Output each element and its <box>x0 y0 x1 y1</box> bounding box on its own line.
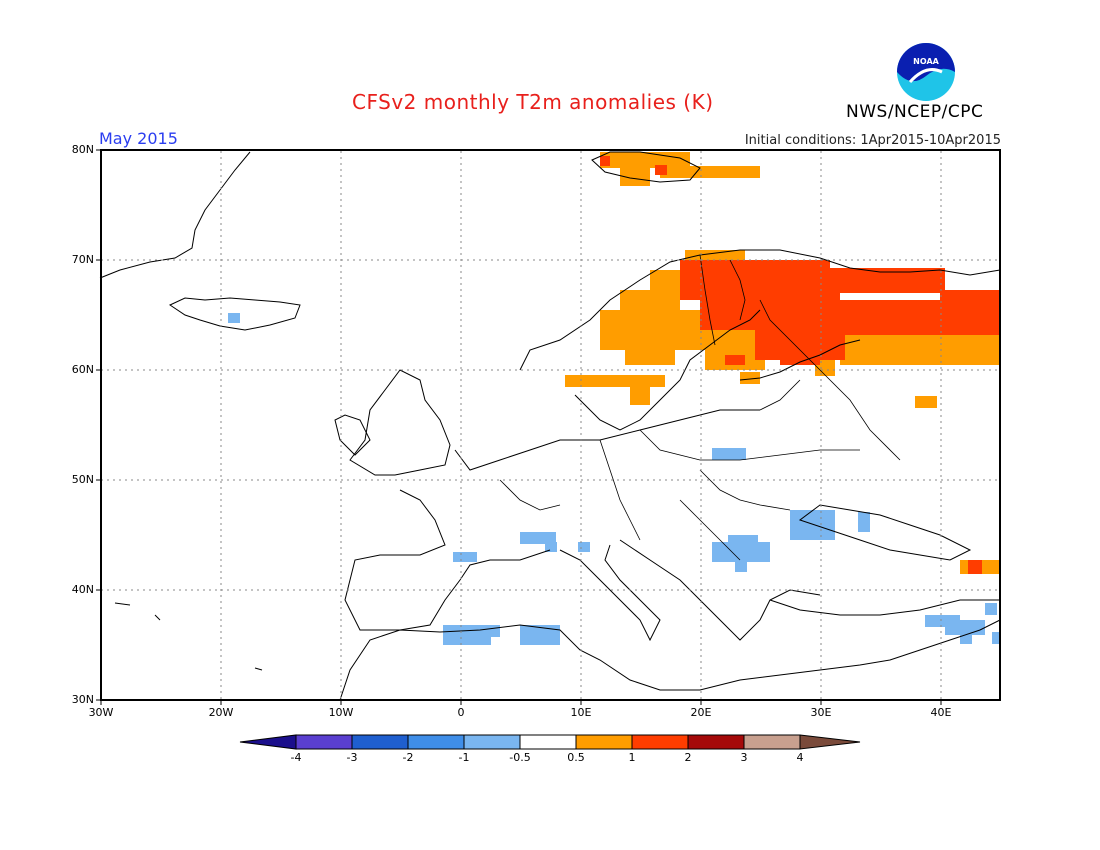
lat-label-50n: 50N <box>71 473 94 486</box>
colorbar-segment-5 <box>519 734 577 750</box>
lat-label-70n: 70N <box>71 253 94 266</box>
colorbar-segment-9 <box>743 734 801 750</box>
colorbar-arrow-high <box>799 734 861 750</box>
lon-label-10e: 10E <box>570 706 592 719</box>
lon-label-30e: 30E <box>810 706 832 719</box>
initial-conditions-label: Initial conditions: 1Apr2015-10Apr2015 <box>744 133 1001 148</box>
colorbar-label-neg4: -4 <box>290 751 302 764</box>
anomaly-cells <box>228 152 1000 645</box>
colorbar-segment-7 <box>631 734 689 750</box>
coastlines <box>99 151 1001 701</box>
colorbar-label-neg1: -1 <box>458 751 470 764</box>
noaa-logo-icon: NOAA <box>897 43 955 101</box>
lon-label-40e: 40E <box>930 706 952 719</box>
colorbar-label-pos3: 3 <box>740 751 748 764</box>
lat-label-80n: 80N <box>71 143 94 156</box>
colorbar-segment-3 <box>407 734 465 750</box>
lon-label-0: 0 <box>457 706 465 719</box>
colorbar-label-neg05: -0.5 <box>509 751 531 764</box>
lat-label-60n: 60N <box>71 363 94 376</box>
colorbar-segment-2 <box>351 734 409 750</box>
map-frame <box>100 149 1001 701</box>
lat-label-30n: 30N <box>71 693 94 706</box>
chart-title: CFSv2 monthly T2m anomalies (K) <box>352 90 714 114</box>
colorbar-segment-8 <box>687 734 745 750</box>
agency-label: NWS/NCEP/CPC <box>846 102 984 122</box>
lon-label-30w: 30W <box>88 706 114 719</box>
colorbar-label-pos05: 0.5 <box>567 751 585 764</box>
anomaly-svalbard-warm <box>600 156 667 175</box>
month-label: May 2015 <box>99 129 178 148</box>
lat-lon-grid <box>101 151 999 699</box>
colorbar-label-pos2: 2 <box>684 751 692 764</box>
colorbar-label-pos1: 1 <box>628 751 636 764</box>
colorbar-segment-6 <box>575 734 633 750</box>
colorbar-label-pos4: 4 <box>796 751 804 764</box>
borders <box>499 254 901 561</box>
colorbar-arrow-low <box>239 734 297 750</box>
lon-label-20w: 20W <box>208 706 234 719</box>
colorbar-segment-4 <box>463 734 521 750</box>
lat-label-40n: 40N <box>71 583 94 596</box>
colorbar-label-neg3: -3 <box>346 751 358 764</box>
colorbar-segment-1 <box>295 734 353 750</box>
lon-label-20e: 20E <box>690 706 712 719</box>
lon-label-10w: 10W <box>328 706 354 719</box>
svg-text:NOAA: NOAA <box>913 57 939 66</box>
colorbar-label-neg2: -2 <box>402 751 414 764</box>
